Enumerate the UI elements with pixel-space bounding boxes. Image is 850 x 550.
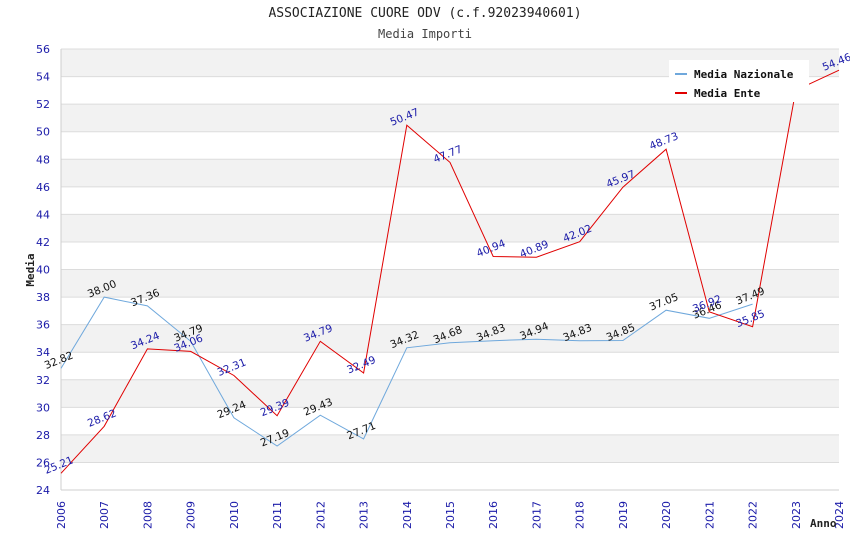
- y-tick-label: 42: [36, 236, 50, 249]
- series-line-media-ente: [60, 69, 840, 474]
- x-tick-label: 2018: [574, 501, 587, 529]
- x-tick-label: 2017: [530, 501, 543, 529]
- series-lines: [60, 69, 840, 474]
- x-tick-label: 2022: [747, 501, 760, 529]
- grid-band: [61, 241, 839, 270]
- y-tick-label: 24: [36, 484, 50, 497]
- x-tick-label: 2007: [98, 501, 111, 529]
- grid-band: [61, 462, 839, 490]
- y-tick-label: 46: [36, 181, 50, 194]
- y-tick-label: 48: [36, 153, 50, 166]
- x-tick-label: 2020: [660, 501, 673, 529]
- grid-band: [61, 434, 839, 463]
- x-tick-label: 2023: [790, 501, 803, 529]
- chart-title: ASSOCIAZIONE CUORE ODV (c.f.92023940601): [268, 6, 582, 21]
- y-tick-label: 52: [36, 98, 50, 111]
- legend-entry: Media Ente: [694, 87, 761, 100]
- y-tick-label: 44: [36, 208, 50, 221]
- y-tick-label: 34: [36, 346, 50, 359]
- x-tick-label: 2013: [358, 501, 371, 529]
- y-tick-label: 50: [36, 126, 50, 139]
- grid-band: [61, 407, 839, 435]
- grid-band: [61, 104, 839, 132]
- x-tick-label: 2006: [55, 501, 68, 529]
- grid-band: [61, 324, 839, 353]
- x-tick-label: 2008: [141, 501, 154, 529]
- y-axis-ticks: 24 26 28 30 32 34 36 38 40 42 44 46 48 50 52 54 56: [36, 43, 50, 497]
- grid-band: [61, 379, 839, 408]
- y-tick-label: 36: [36, 319, 50, 332]
- x-tick-label: 2024: [833, 501, 846, 529]
- x-tick-label: 2010: [228, 501, 241, 529]
- y-tick-label: 38: [36, 291, 50, 304]
- x-tick-label: 2015: [444, 501, 457, 529]
- y-axis-label: Media: [24, 253, 37, 286]
- y-tick-label: 40: [36, 264, 50, 277]
- x-tick-label: 2011: [271, 501, 284, 529]
- grid-band: [61, 269, 839, 298]
- y-tick-label: 28: [36, 429, 50, 442]
- grid-lines: [60, 48, 839, 491]
- y-tick-label: 54: [36, 71, 50, 84]
- grid-bands: [61, 49, 839, 490]
- legend-entry: Media Nazionale: [694, 68, 794, 81]
- y-tick-label: 56: [36, 43, 50, 56]
- x-tick-label: 2016: [487, 501, 500, 529]
- x-tick-label: 2021: [703, 501, 716, 529]
- x-tick-label: 2009: [185, 501, 198, 529]
- y-tick-label: 30: [36, 401, 50, 414]
- chart-subtitle: Media Importi: [378, 27, 472, 41]
- grid-band: [61, 159, 839, 187]
- y-tick-label: 32: [36, 374, 50, 387]
- y-tick-label: 26: [36, 456, 50, 469]
- grid-band: [61, 214, 839, 242]
- grid-band: [61, 186, 839, 215]
- legend: Media Nazionale Media Ente: [669, 60, 809, 102]
- grid-band: [61, 131, 839, 160]
- series-line-media-nazionale: [60, 296, 753, 447]
- x-tick-label: 2014: [401, 501, 414, 529]
- legend-box: [669, 60, 809, 102]
- x-tick-label: 2019: [617, 501, 630, 529]
- x-tick-label: 2012: [314, 501, 327, 529]
- x-axis-ticks: 2006 2007 2008 2009 2010 2011 2012 2013 2014 2015…: [55, 501, 846, 529]
- grid-band: [61, 352, 839, 380]
- x-axis-label: Anno: [810, 517, 837, 530]
